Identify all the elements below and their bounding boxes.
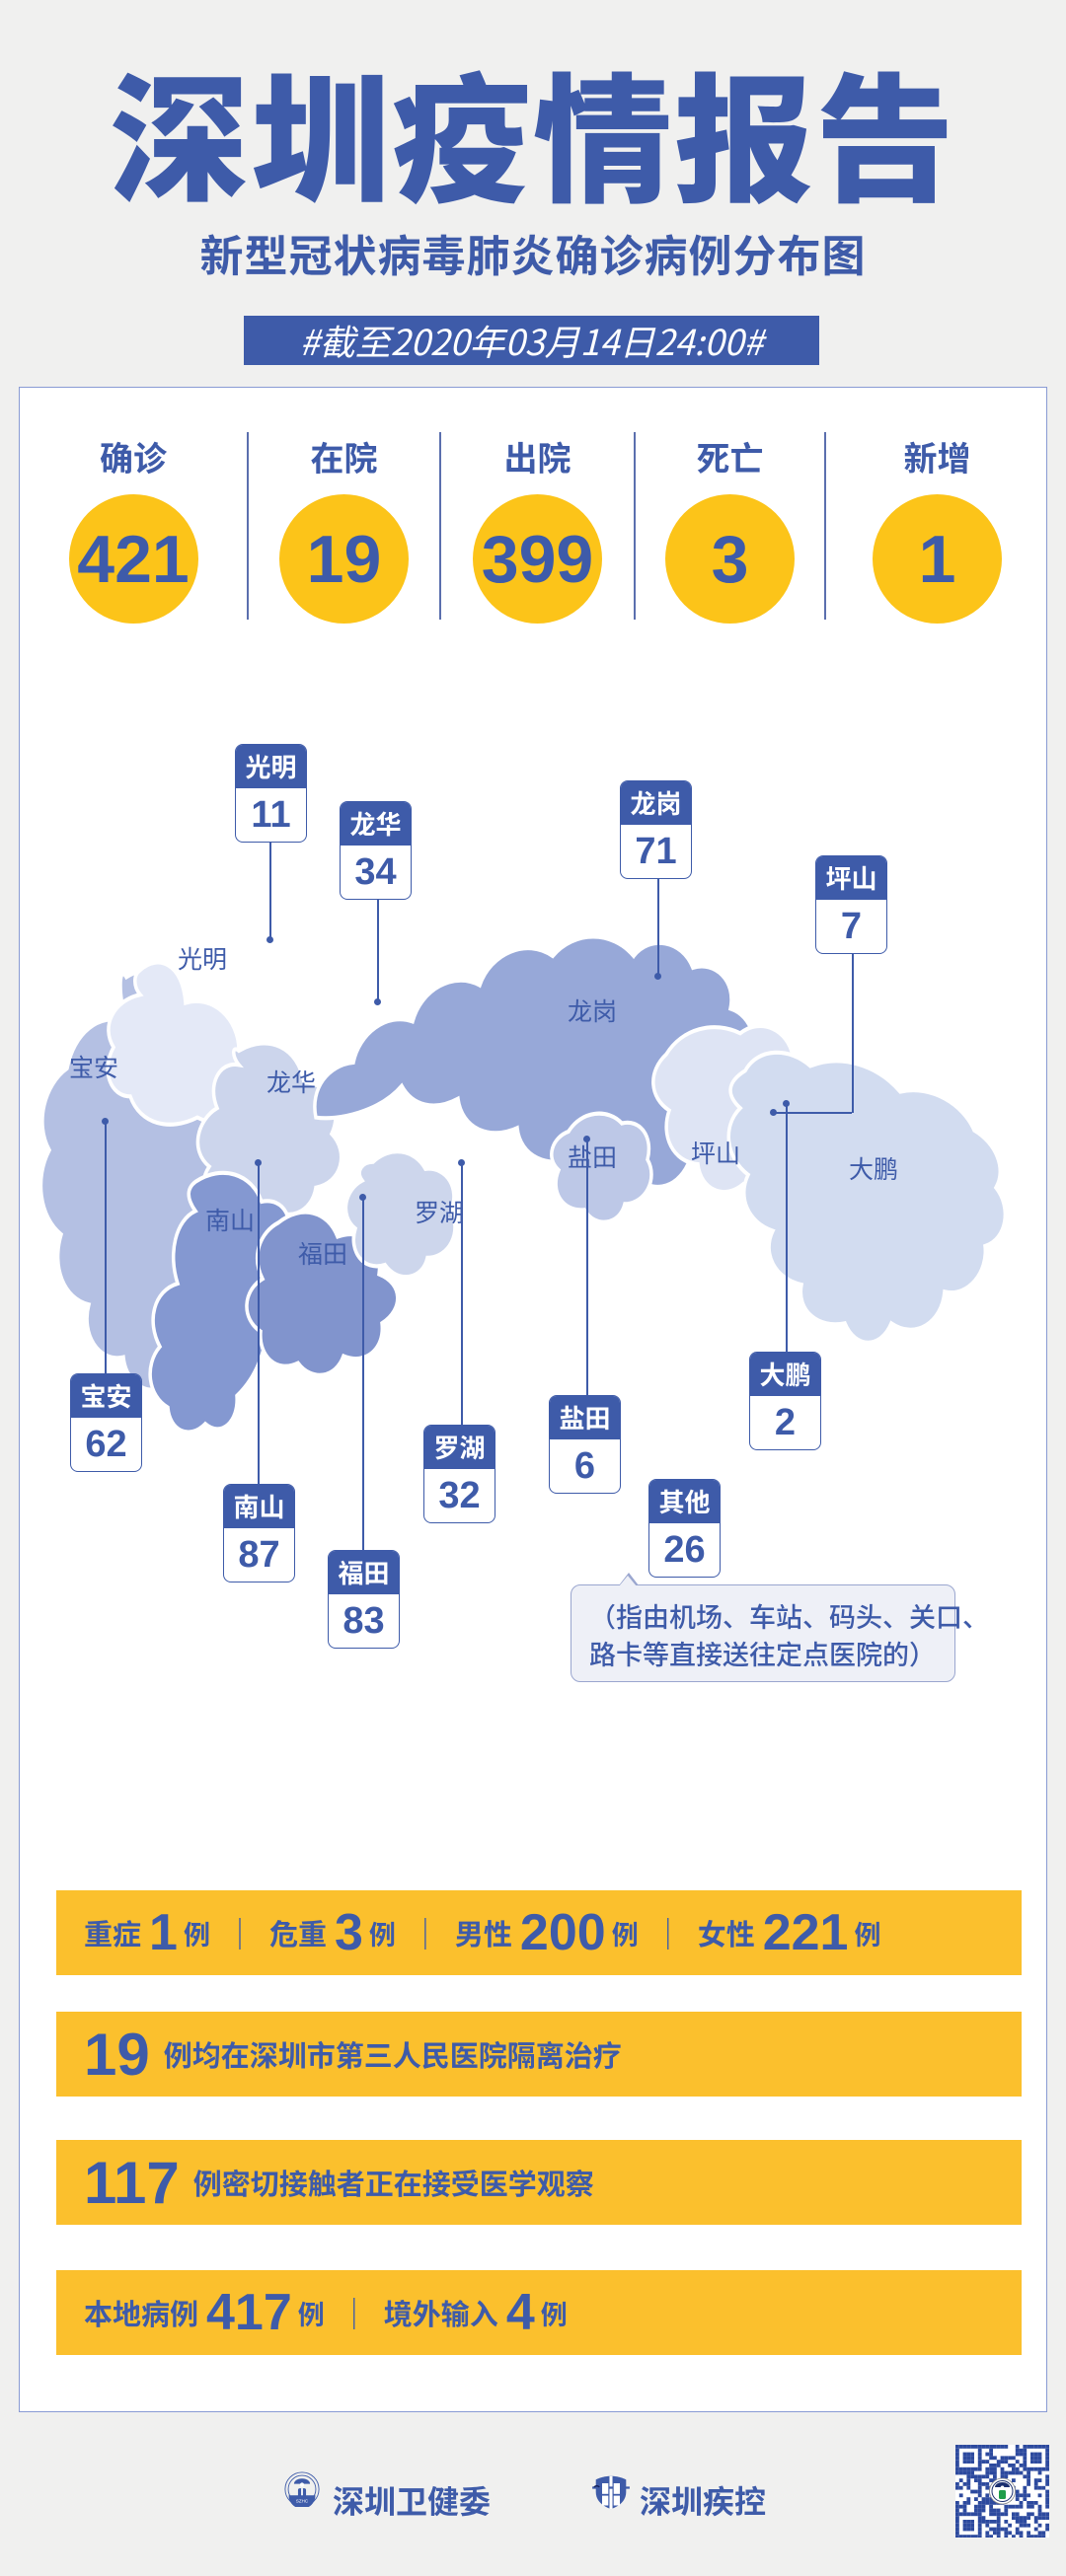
svg-text:SZHC: SZHC [296, 2499, 309, 2504]
